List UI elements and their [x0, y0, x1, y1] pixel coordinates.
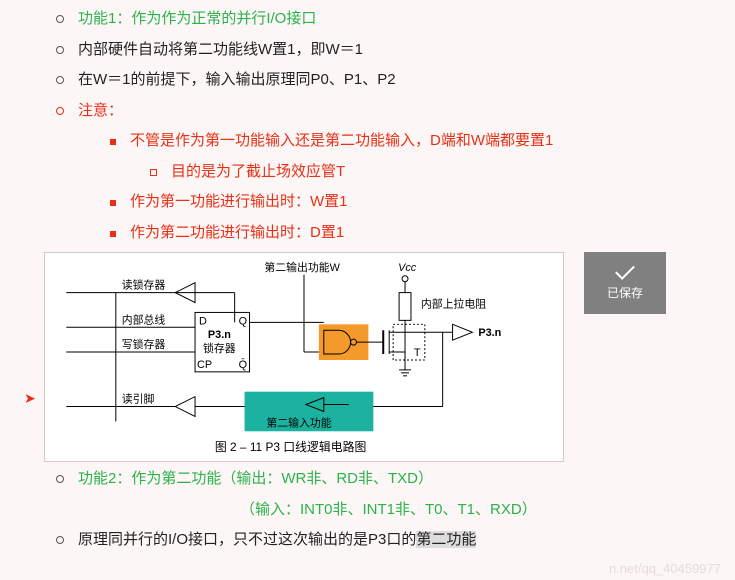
- bullet-icon: [56, 107, 64, 115]
- diagram-wrapper: 第二输出功能W Vcc 内部上拉电阻 P3.n: [44, 252, 684, 462]
- bullet-icon: [110, 139, 116, 145]
- label-vcc: Vcc: [398, 262, 417, 274]
- item-text: 注意：: [78, 100, 123, 123]
- label-read-latch: 读锁存器: [122, 278, 166, 292]
- list-item-3: 在W＝1的前提下，输入输出原理同P0、P1、P2: [0, 69, 735, 92]
- item-text: 在W＝1的前提下，输入输出原理同P0、P1、P2: [78, 69, 396, 92]
- list-item-1: 功能1：作为作为正常的并行I/O接口: [0, 8, 735, 31]
- label-input2: 第二输入功能: [266, 415, 331, 429]
- label-t: T: [414, 347, 421, 359]
- label-read-pin: 读引脚: [122, 392, 155, 406]
- item-text: 内部硬件自动将第二功能线W置1，即W＝1: [78, 39, 363, 62]
- sub-item-3: 作为第二功能进行输出时：D置1: [0, 222, 735, 245]
- item-text: （输入：INT0非、INT1非、T0、T1、RXD）: [240, 499, 537, 522]
- sub-item-2: 作为第一功能进行输出时：W置1: [0, 191, 735, 214]
- check-icon: [615, 260, 635, 280]
- circuit-diagram: 第二输出功能W Vcc 内部上拉电阻 P3.n: [44, 252, 564, 462]
- list-item-4: 注意：: [0, 100, 735, 123]
- item-text: 作为第二功能进行输出时：D置1: [130, 222, 344, 245]
- watermark: n.net/qq_40459977: [609, 561, 721, 576]
- bullet-icon: [110, 231, 116, 237]
- content-area: 功能1：作为作为正常的并行I/O接口 内部硬件自动将第二功能线W置1，即W＝1 …: [0, 0, 735, 552]
- list-item-2: 内部硬件自动将第二功能线W置1，即W＝1: [0, 39, 735, 62]
- saved-badge: 已保存: [584, 252, 666, 314]
- item-text: 目的是为了截止场效应管T: [171, 161, 345, 184]
- item-text: 原理同并行的I/O接口，只不过这次输出的是P3口的第二功能: [78, 529, 476, 552]
- label-p3n-pin: P3.n: [478, 327, 501, 339]
- item-text: 功能2：作为第二功能（输出：WR非、RD非、TXD）: [78, 468, 433, 491]
- label-p3n2: P3.n: [208, 329, 231, 341]
- diagram-row: 第二输出功能W Vcc 内部上拉电阻 P3.n: [0, 252, 735, 462]
- sub-item-1a: 目的是为了截止场效应管T: [0, 161, 735, 184]
- sub-item-1: 不管是作为第一功能输入还是第二功能输入，D端和W端都要置1: [0, 130, 735, 153]
- item-text: 功能1：作为作为正常的并行I/O接口: [78, 8, 316, 31]
- label-qbar: Q̄: [239, 358, 247, 371]
- label-write-latch: 写锁存器: [122, 337, 166, 351]
- diagram-svg: 第二输出功能W Vcc 内部上拉电阻 P3.n: [45, 253, 563, 461]
- bullet-icon: [150, 169, 157, 176]
- label-w: 第二输出功能W: [264, 260, 340, 274]
- pointer-icon: ➤: [24, 390, 36, 407]
- bullet-icon: [56, 536, 64, 544]
- saved-text: 已保存: [607, 284, 643, 301]
- label-latch-name: 锁存器: [203, 341, 236, 355]
- label-internal-bus: 内部总线: [122, 312, 166, 326]
- list-item-6: 原理同并行的I/O接口，只不过这次输出的是P3口的第二功能: [0, 529, 735, 552]
- item-text: 作为第一功能进行输出时：W置1: [130, 191, 348, 214]
- bullet-list: 功能1：作为作为正常的并行I/O接口 内部硬件自动将第二功能线W置1，即W＝1 …: [0, 8, 735, 552]
- bullet-icon: [56, 475, 64, 483]
- item-text: 不管是作为第一功能输入还是第二功能输入，D端和W端都要置1: [130, 130, 553, 153]
- bullet-icon: [110, 200, 116, 206]
- label-d: D: [199, 315, 207, 327]
- bullet-icon: [56, 15, 64, 23]
- bullet-icon: [56, 76, 64, 84]
- label-cp: CP: [197, 359, 212, 371]
- list-item-5b: （输入：INT0非、INT1非、T0、T1、RXD）: [0, 499, 735, 522]
- label-pullup: 内部上拉电阻: [421, 296, 486, 310]
- diagram-caption: 图 2 – 11 P3 口线逻辑电路图: [215, 440, 367, 454]
- label-q: Q: [239, 315, 247, 327]
- list-item-5: 功能2：作为第二功能（输出：WR非、RD非、TXD）: [0, 468, 735, 491]
- bullet-icon: [56, 46, 64, 54]
